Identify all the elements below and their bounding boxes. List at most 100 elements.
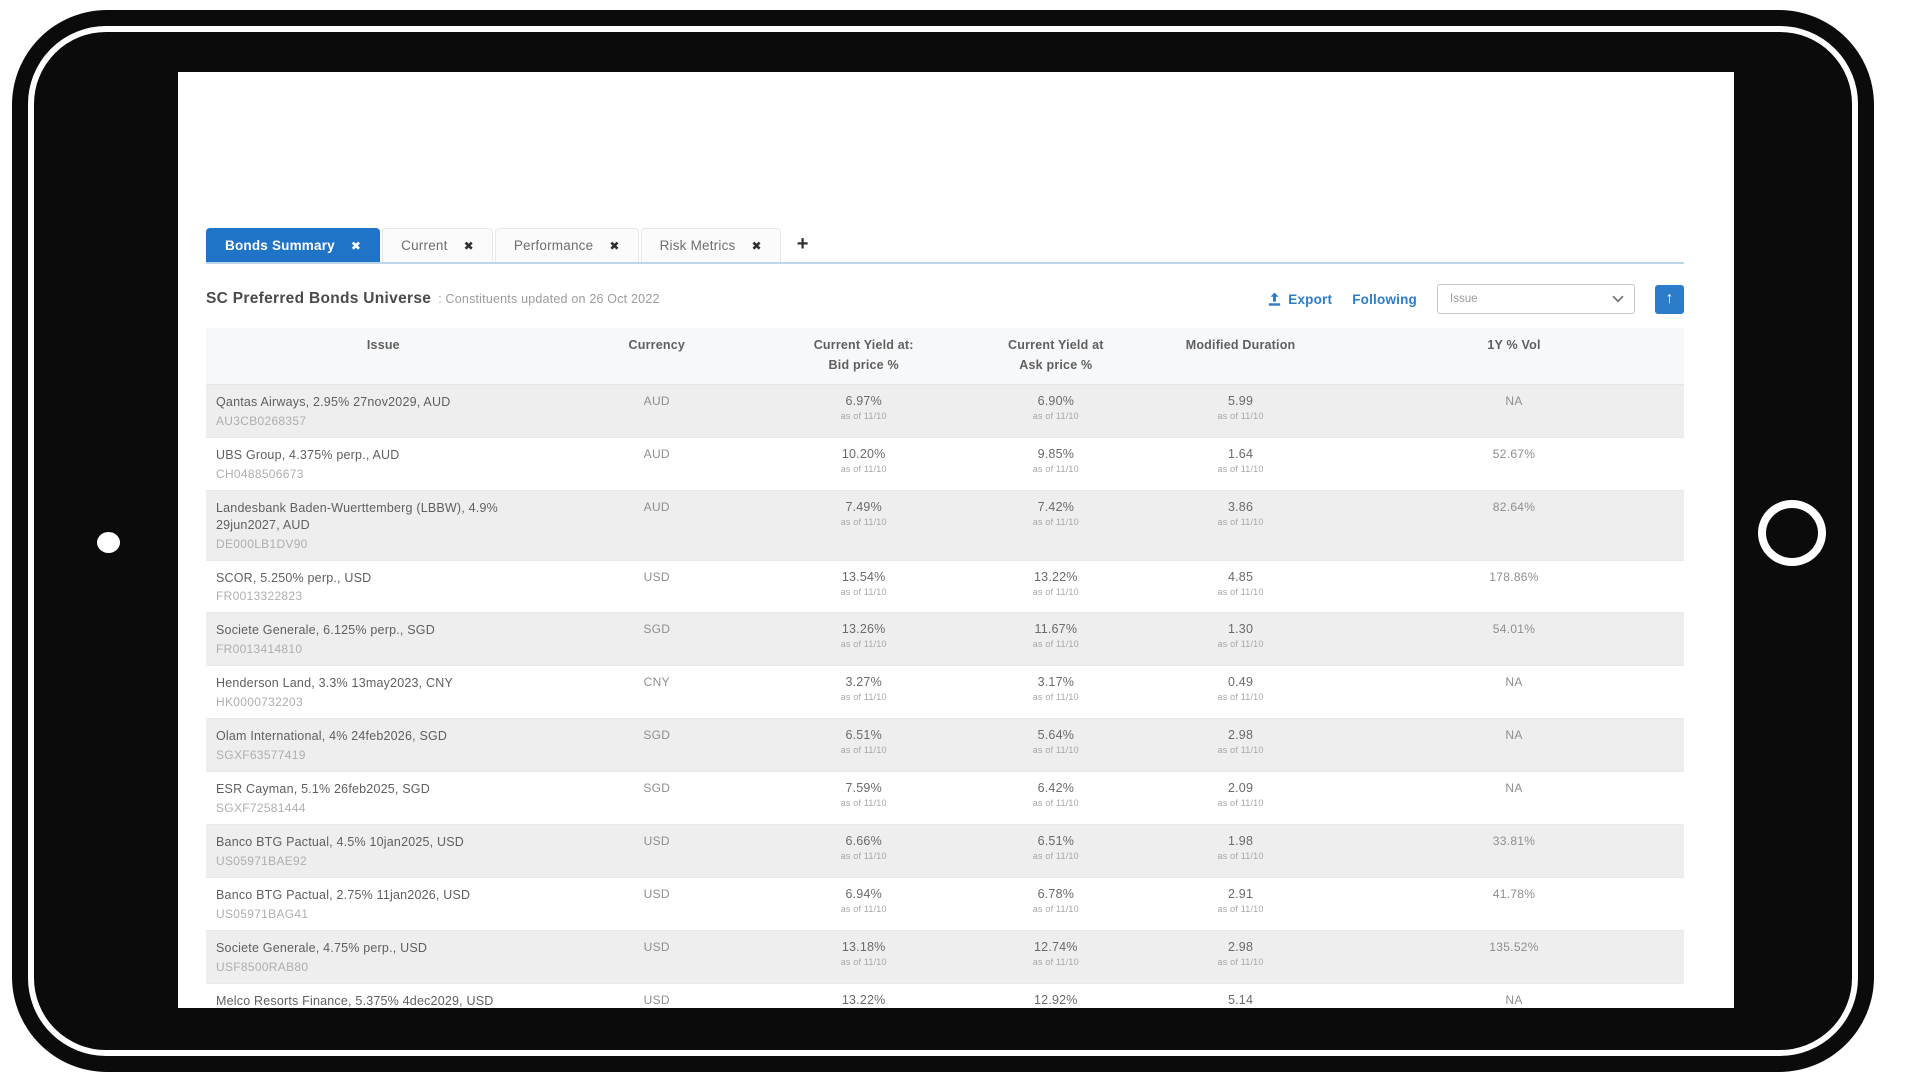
vol-value: 52.67% (1492, 446, 1536, 461)
column-header-bid-yield[interactable]: Current Yield at: Bid price % (752, 328, 975, 385)
column-header-issue[interactable]: Issue (206, 328, 561, 385)
tab-current[interactable]: Current ✖ (382, 228, 493, 262)
as-of-label: as of 11/10 (1217, 850, 1264, 861)
vol-value: 41.78% (1492, 886, 1536, 901)
ask-yield-value: 7.42% (1037, 499, 1075, 514)
as-of-label: as of 11/10 (1032, 586, 1079, 597)
bond-isin: HK0000732203 (216, 695, 304, 710)
sort-by-select[interactable]: Issue (1437, 284, 1635, 314)
column-header-ask-yield[interactable]: Current Yield at Ask price % (974, 328, 1138, 385)
export-upload-icon (1269, 291, 1281, 306)
bond-name: Qantas Airways, 2.95% 27nov2029, AUD (216, 395, 451, 409)
ask-yield-value: 11.67% (1034, 622, 1078, 637)
column-header-duration[interactable]: Modified Duration (1137, 328, 1345, 385)
as-of-label: as of 11/10 (1217, 903, 1264, 914)
table-row[interactable]: Banco BTG Pactual, 4.5% 10jan2025, USD U… (206, 824, 1684, 878)
ask-yield-value: 12.92% (1034, 992, 1078, 1007)
close-icon[interactable]: ✖ (751, 238, 762, 253)
table-row[interactable]: Societe Generale, 4.75% perp., USD USF85… (206, 930, 1684, 983)
as-of-label: as of 11/10 (1032, 692, 1079, 703)
as-of-label: as of 11/10 (840, 692, 887, 703)
bond-name: Banco BTG Pactual, 4.5% 10jan2025, USD (216, 834, 465, 849)
bid-yield-value: 13.26% (841, 622, 886, 637)
following-button[interactable]: Following (1352, 292, 1417, 307)
vol-value: NA (1505, 781, 1523, 795)
bond-isin: FR0013414810 (216, 642, 303, 657)
bond-name: ESR Cayman, 5.1% 26feb2025, SGD (216, 782, 430, 796)
bonds-table: Issue Currency Current Yield at: Bid pri… (206, 328, 1684, 1008)
vol-value: 178.86% (1489, 569, 1539, 584)
chevron-down-icon (1612, 295, 1624, 303)
bond-isin: DE000LB1DV90 (216, 536, 308, 551)
bond-isin: US05971BAG41 (216, 906, 309, 921)
as-of-label: as of 11/10 (840, 745, 887, 756)
close-icon[interactable]: ✖ (609, 238, 620, 253)
table-row[interactable]: Landesbank Baden-Wuerttemberg (LBBW), 4.… (206, 490, 1684, 560)
table-row[interactable]: Olam International, 4% 24feb2026, SGD SG… (206, 718, 1684, 772)
duration-value: 1.98 (1227, 833, 1254, 848)
as-of-label: as of 11/10 (840, 639, 887, 650)
currency-cell: AUD (643, 394, 670, 408)
table-row[interactable]: ESR Cayman, 5.1% 26feb2025, SGD SGXF7258… (206, 772, 1684, 825)
column-header-vol[interactable]: 1Y % Vol (1344, 328, 1684, 385)
page-subtitle: : Constituents updated on 26 Oct 2022 (438, 292, 660, 306)
as-of-label: as of 11/10 (1217, 692, 1264, 703)
bond-name: Melco Resorts Finance, 5.375% 4dec2029, … (216, 993, 494, 1008)
ask-yield-value: 9.85% (1037, 446, 1075, 461)
vol-value: 135.52% (1489, 939, 1539, 954)
bid-yield-value: 7.59% (845, 781, 882, 795)
tablet-bezel-outline (28, 26, 1858, 1056)
bond-name: UBS Group, 4.375% perp., AUD (216, 447, 400, 462)
following-label: Following (1352, 291, 1417, 307)
ask-yield-value: 6.51% (1037, 833, 1075, 848)
table-row[interactable]: Societe Generale, 6.125% perp., SGD FR00… (206, 612, 1684, 666)
vol-value: NA (1505, 675, 1523, 690)
tab-risk-metrics[interactable]: Risk Metrics ✖ (640, 228, 781, 262)
currency-cell: SGD (643, 781, 671, 795)
bid-yield-value: 3.27% (845, 675, 882, 690)
close-icon[interactable]: ✖ (350, 238, 362, 253)
table-row[interactable]: Qantas Airways, 2.95% 27nov2029, AUD AU3… (206, 384, 1684, 438)
bond-name: SCOR, 5.250% perp., USD (216, 570, 372, 585)
as-of-label: as of 11/10 (1217, 516, 1264, 527)
bid-yield-value: 10.20% (841, 446, 886, 461)
tab-performance[interactable]: Performance ✖ (494, 228, 639, 262)
table-row[interactable]: Melco Resorts Finance, 5.375% 4dec2029, … (206, 983, 1684, 1008)
as-of-label: as of 11/10 (840, 798, 887, 808)
table-row[interactable]: Henderson Land, 3.3% 13may2023, CNY HK00… (206, 666, 1684, 719)
duration-value: 2.09 (1227, 781, 1254, 795)
vol-value: 33.81% (1492, 833, 1536, 848)
as-of-label: as of 11/10 (1032, 745, 1079, 756)
vol-value: NA (1505, 394, 1523, 408)
export-button[interactable]: Export (1267, 292, 1332, 307)
bid-yield-value: 6.94% (845, 886, 882, 901)
as-of-label: as of 11/10 (1217, 411, 1264, 421)
as-of-label: as of 11/10 (840, 850, 887, 861)
ask-yield-value: 6.42% (1037, 781, 1075, 795)
as-of-label: as of 11/10 (1032, 639, 1079, 650)
column-header-currency[interactable]: Currency (560, 328, 753, 385)
table-row[interactable]: UBS Group, 4.375% perp., AUD CH048850667… (206, 437, 1684, 491)
table-row[interactable]: SCOR, 5.250% perp., USD FR0013322823 USD… (206, 560, 1684, 613)
as-of-label: as of 11/10 (1217, 586, 1264, 597)
as-of-label: as of 11/10 (840, 586, 887, 597)
bond-isin: SGXF72581444 (216, 800, 306, 815)
bid-yield-value: 13.54% (841, 569, 886, 584)
currency-cell: USD (643, 833, 670, 848)
bid-yield-value: 6.51% (845, 728, 882, 743)
close-icon[interactable]: ✖ (463, 238, 474, 253)
ask-yield-value: 6.90% (1037, 394, 1075, 408)
export-label: Export (1288, 291, 1333, 307)
as-of-label: as of 11/10 (1032, 516, 1079, 527)
sort-direction-button[interactable]: ↑ (1655, 284, 1684, 314)
as-of-label: as of 11/10 (1217, 463, 1264, 474)
tab-bonds-summary[interactable]: Bonds Summary ✖ (206, 228, 381, 262)
as-of-label: as of 11/10 (1217, 639, 1264, 650)
bid-yield-value: 6.97% (845, 394, 882, 408)
bond-isin: SGXF63577419 (216, 748, 306, 762)
add-tab-plus-icon[interactable]: + (796, 233, 809, 255)
arrow-up-icon: ↑ (1665, 290, 1674, 307)
table-row[interactable]: Banco BTG Pactual, 2.75% 11jan2026, USD … (206, 877, 1684, 931)
ask-yield-value: 5.64% (1037, 728, 1075, 743)
table-header-row: Issue Currency Current Yield at: Bid pri… (206, 328, 1684, 385)
